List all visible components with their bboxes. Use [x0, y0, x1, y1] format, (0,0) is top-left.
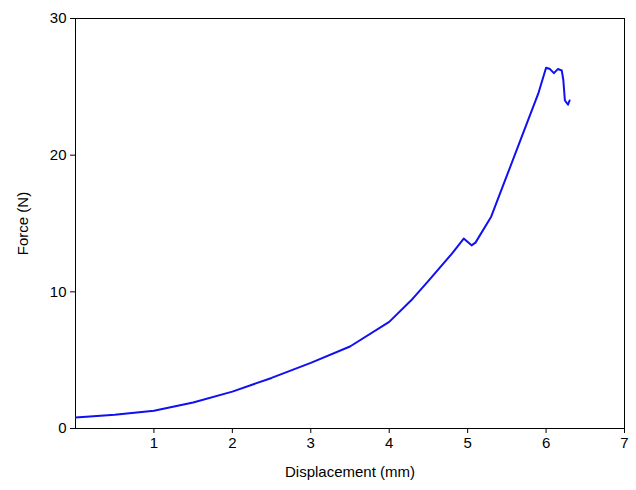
svg-text:20: 20: [50, 146, 67, 163]
svg-text:5: 5: [463, 434, 471, 451]
svg-text:30: 30: [50, 9, 67, 26]
svg-text:0: 0: [58, 419, 66, 436]
svg-text:7: 7: [620, 434, 628, 451]
svg-text:6: 6: [542, 434, 550, 451]
svg-text:4: 4: [385, 434, 393, 451]
svg-text:1: 1: [150, 434, 158, 451]
svg-text:Displacement (mm): Displacement (mm): [285, 463, 415, 480]
svg-text:3: 3: [307, 434, 315, 451]
svg-text:10: 10: [50, 283, 67, 300]
svg-text:Force (N): Force (N): [14, 192, 31, 255]
svg-text:2: 2: [228, 434, 236, 451]
